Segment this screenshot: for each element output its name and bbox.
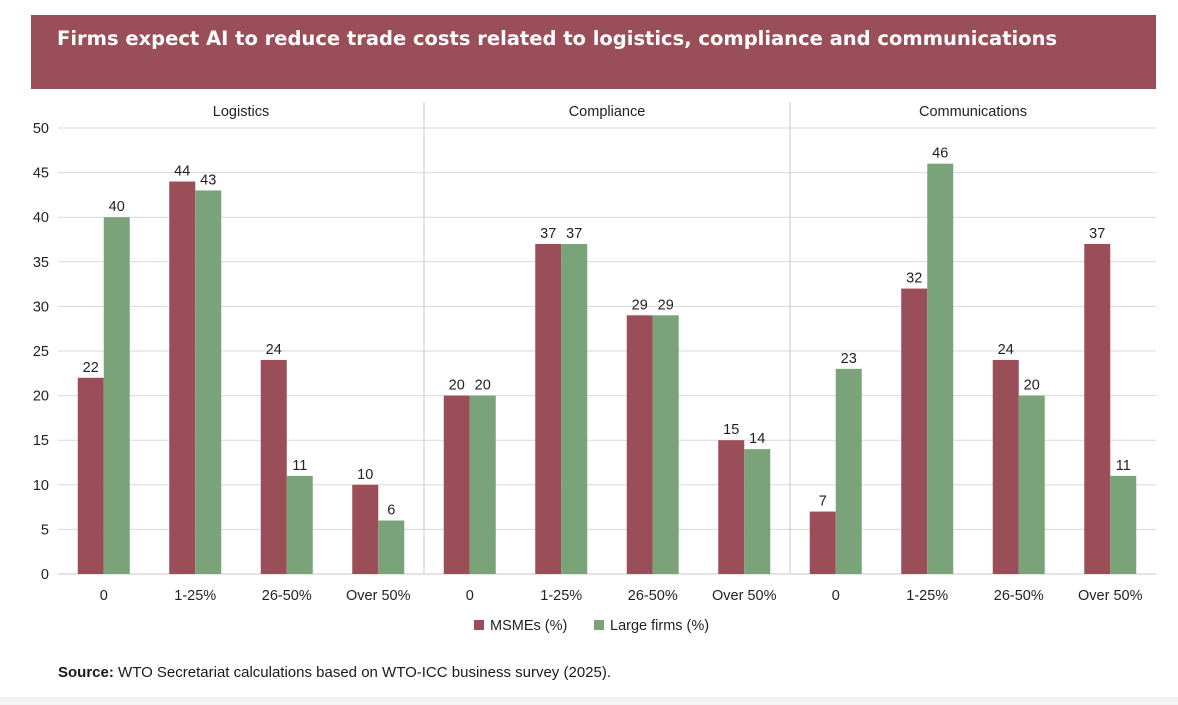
bar xyxy=(835,368,862,574)
x-tick-label: 1-25% xyxy=(906,588,948,604)
y-tick-label: 0 xyxy=(41,567,49,583)
page-bottom-strip xyxy=(0,697,1178,705)
y-tick-label: 10 xyxy=(33,478,49,494)
legend-swatch xyxy=(474,620,484,630)
data-label: 23 xyxy=(841,351,857,367)
data-label: 20 xyxy=(475,378,491,394)
x-tick-label: 1-25% xyxy=(174,588,216,604)
y-tick-label: 50 xyxy=(33,121,49,137)
y-tick-label: 45 xyxy=(33,166,49,182)
data-label: 6 xyxy=(387,502,395,518)
bar xyxy=(286,475,313,574)
data-label: 14 xyxy=(749,431,765,447)
data-label: 10 xyxy=(357,467,373,483)
bar xyxy=(927,163,954,574)
data-label: 11 xyxy=(1116,458,1131,474)
data-label: 15 xyxy=(723,422,739,438)
bar xyxy=(744,449,771,574)
bar xyxy=(535,243,562,574)
data-label: 24 xyxy=(998,342,1014,358)
data-label: 20 xyxy=(1024,378,1040,394)
x-tick-label: 0 xyxy=(466,588,474,604)
bar xyxy=(1084,243,1111,574)
data-label: 20 xyxy=(449,378,465,394)
bar xyxy=(352,484,379,574)
bar xyxy=(469,395,496,574)
data-label: 37 xyxy=(566,226,582,242)
chart-title-banner: Firms expect AI to reduce trade costs re… xyxy=(31,15,1156,89)
legend-label: MSMEs (%) xyxy=(490,618,567,634)
x-tick-label: Over 50% xyxy=(346,588,411,604)
data-label: 11 xyxy=(292,458,307,474)
panel-title: Logistics xyxy=(213,104,269,120)
data-label: 7 xyxy=(819,494,827,510)
bar xyxy=(652,315,679,574)
x-tick-label: 1-25% xyxy=(540,588,582,604)
data-label: 43 xyxy=(200,172,216,188)
bar xyxy=(77,377,104,574)
legend: MSMEs (%) Large firms (%) xyxy=(474,618,709,634)
y-tick-label: 25 xyxy=(33,344,49,360)
bar xyxy=(901,288,928,574)
source-label: Source: xyxy=(58,664,114,681)
y-tick-label: 15 xyxy=(33,433,49,449)
bar xyxy=(195,190,222,574)
legend-swatch xyxy=(594,620,604,630)
y-tick-label: 35 xyxy=(33,255,49,271)
data-label: 40 xyxy=(109,199,125,215)
x-tick-label: Over 50% xyxy=(1078,588,1143,604)
data-label: 29 xyxy=(658,297,674,313)
chart-title: Firms expect AI to reduce trade costs re… xyxy=(57,27,1058,50)
bar xyxy=(992,359,1019,574)
data-label: 46 xyxy=(932,146,948,162)
bar xyxy=(169,181,196,574)
bar xyxy=(1110,475,1137,574)
panel-title: Compliance xyxy=(569,104,646,120)
x-tick-label: 26-50% xyxy=(994,588,1044,604)
bar xyxy=(626,315,653,574)
data-label: 44 xyxy=(174,164,190,180)
bar xyxy=(103,217,130,574)
y-tick-label: 30 xyxy=(33,299,49,315)
bar xyxy=(1018,395,1045,574)
data-label: 24 xyxy=(266,342,282,358)
bar xyxy=(561,243,588,574)
data-label: 32 xyxy=(906,271,922,287)
data-label: 37 xyxy=(1089,226,1105,242)
bar-chart: 0 5 10 15 20 25 30 35 40 45 50 Logistics 22 40 0 44 43 1-… xyxy=(33,102,1156,634)
bar xyxy=(260,359,287,574)
data-label: 22 xyxy=(83,360,99,376)
data-label: 29 xyxy=(632,297,648,313)
data-label: 37 xyxy=(540,226,556,242)
bar xyxy=(378,520,405,574)
bar xyxy=(718,440,745,574)
legend-label: Large firms (%) xyxy=(610,618,709,634)
panel-title: Communications xyxy=(919,104,1027,120)
bar xyxy=(443,395,470,574)
source-text: WTO Secretariat calculations based on WT… xyxy=(118,664,612,681)
source-note: Source: WTO Secretariat calculations bas… xyxy=(58,664,611,681)
x-tick-label: 26-50% xyxy=(262,588,312,604)
x-tick-label: 0 xyxy=(100,588,108,604)
x-tick-label: 26-50% xyxy=(628,588,678,604)
y-tick-label: 5 xyxy=(41,522,49,538)
y-tick-label: 40 xyxy=(33,210,49,226)
bar xyxy=(809,511,836,574)
x-tick-label: 0 xyxy=(832,588,840,604)
y-tick-label: 20 xyxy=(33,389,49,405)
x-tick-label: Over 50% xyxy=(712,588,777,604)
